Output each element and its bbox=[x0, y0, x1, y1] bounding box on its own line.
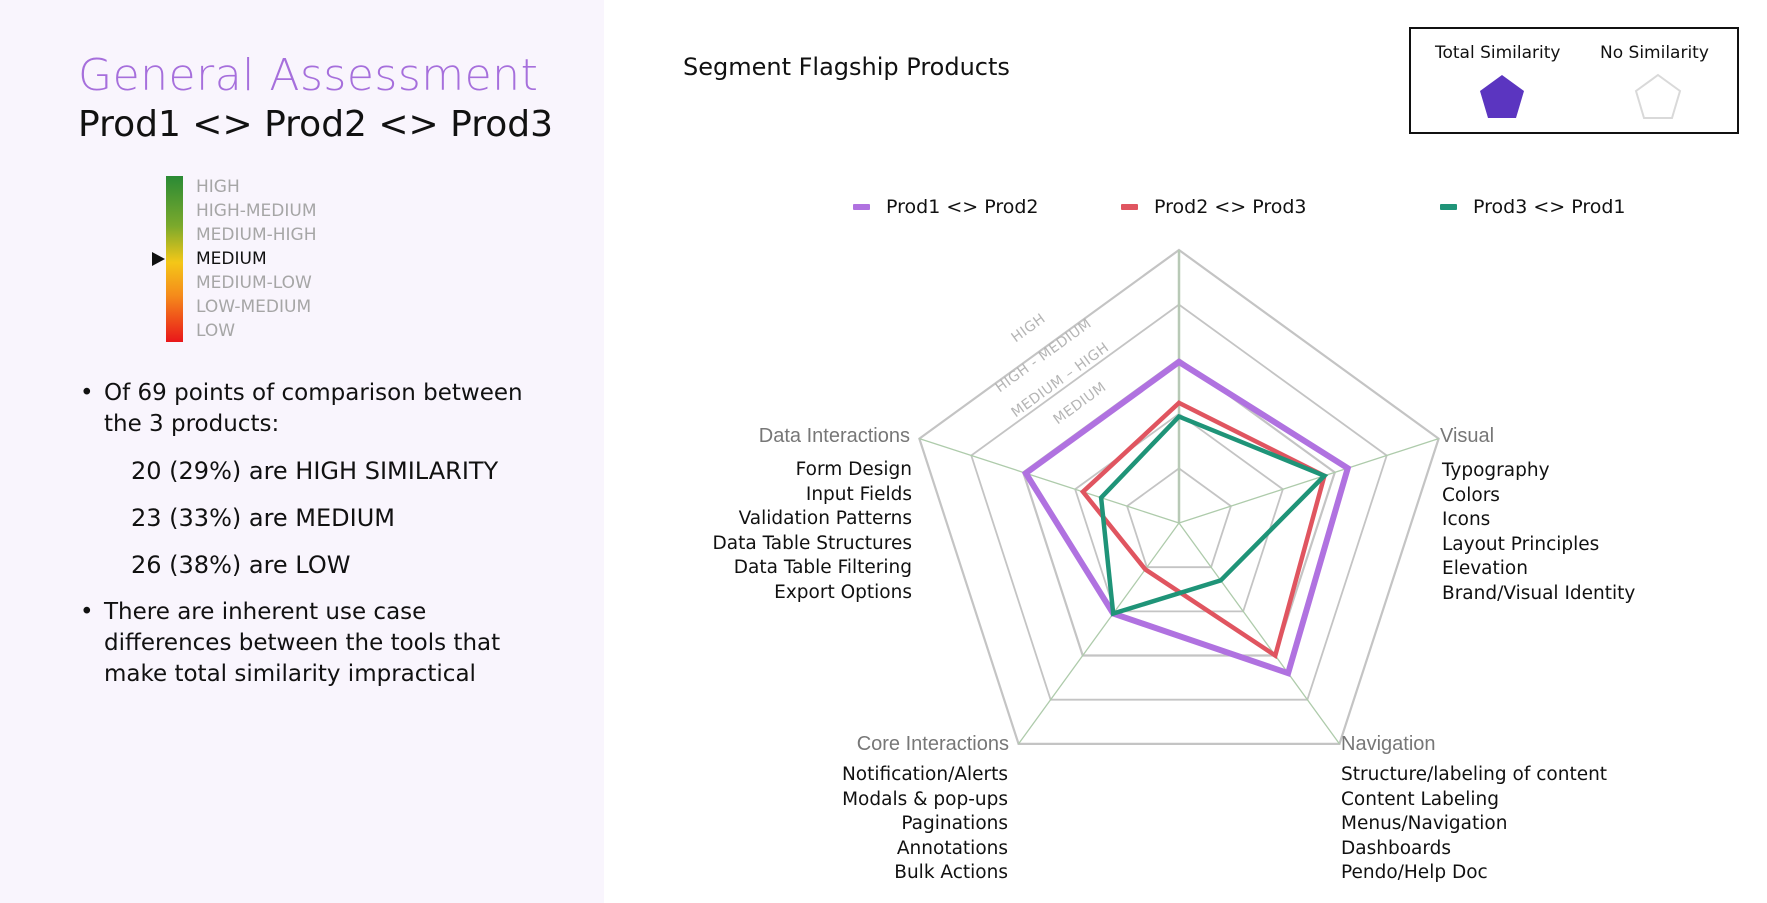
total-similarity-pentagon-icon bbox=[1480, 75, 1524, 118]
axis-item: Typography bbox=[1442, 460, 1550, 481]
scale-pointer-icon bbox=[152, 252, 165, 266]
no-similarity-label: No Similarity bbox=[1600, 43, 1709, 63]
radar-spoke bbox=[1178, 438, 1439, 524]
summary-bullet: • Of 69 points of comparison between the… bbox=[80, 378, 550, 440]
bullet-icon: • bbox=[80, 599, 94, 625]
axis-item: Icons bbox=[1442, 509, 1491, 530]
legend-label: Prod2 <> Prod3 bbox=[1154, 196, 1307, 218]
legend-item-prod3-prod1[interactable]: Prod3 <> Prod1 bbox=[1440, 196, 1626, 218]
bullet-text: There are inherent use case differences … bbox=[104, 599, 501, 687]
axis-item: Menus/Navigation bbox=[1341, 813, 1508, 834]
legend-label: Prod1 <> Prod2 bbox=[886, 196, 1039, 218]
axis-item: Layout Principles bbox=[1442, 533, 1600, 555]
legend-label: Prod3 <> Prod1 bbox=[1473, 196, 1626, 218]
axis-item: Data Table Structures bbox=[712, 532, 912, 554]
summary-list: • Of 69 points of comparison between the… bbox=[80, 378, 550, 690]
bullet-icon: • bbox=[80, 380, 94, 406]
legend-swatch bbox=[853, 204, 870, 210]
axis-item: Dashboards bbox=[1341, 837, 1452, 859]
stat-high: 20 (29%) are HIGH SIMILARITY bbox=[131, 457, 499, 485]
legend-swatch bbox=[1440, 204, 1457, 210]
axis-item: Form Design bbox=[795, 459, 912, 480]
axis-item: Colors bbox=[1442, 484, 1500, 506]
axis-item: Input Fields bbox=[805, 483, 912, 505]
axis-item: Notification/Alerts bbox=[841, 764, 1008, 785]
radar-ring bbox=[918, 248, 1440, 745]
axis-title-data-interactions: Data Interactions bbox=[758, 425, 910, 447]
radar-series-2[interactable] bbox=[1098, 413, 1329, 617]
axis-item: Modals & pop-ups bbox=[842, 788, 1008, 810]
scale-level: HIGH bbox=[196, 177, 240, 197]
axis-items-data-interactions: Form Design Input Fields Validation Patt… bbox=[713, 458, 912, 605]
scale-level: LOW bbox=[196, 321, 236, 341]
axis-item: Pendo/Help Doc bbox=[1341, 862, 1488, 883]
radar-spoke bbox=[919, 438, 1180, 524]
chart-legend: Prod1 <> Prod2 Prod2 <> Prod3 Prod3 <> P… bbox=[0, 196, 1767, 220]
axis-title-core-interactions: Core Interactions bbox=[856, 733, 1009, 755]
axis-item: Annotations bbox=[896, 837, 1008, 859]
axis-items-visual: Typography Colors Icons Layout Principle… bbox=[1442, 459, 1635, 606]
axis-item: Structure/labeling of content bbox=[1341, 764, 1608, 785]
scale-level: MEDIUM-LOW bbox=[196, 273, 312, 293]
stat-medium: 23 (33%) are MEDIUM bbox=[131, 504, 396, 532]
scale-gradient-bar bbox=[166, 176, 183, 342]
bullet-text: Of 69 points of comparison between the 3… bbox=[104, 380, 523, 437]
radar-spoke bbox=[1018, 522, 1180, 745]
axis-item: Content Labeling bbox=[1341, 788, 1499, 810]
stat-low: 26 (38%) are LOW bbox=[131, 551, 351, 579]
axis-item: Export Options bbox=[774, 581, 912, 603]
axis-title-navigation: Navigation bbox=[1341, 733, 1436, 755]
axis-items-core-interactions: Notification/Alerts Modals & pop-ups Pag… bbox=[842, 763, 1008, 886]
axis-item: Bulk Actions bbox=[894, 862, 1008, 883]
scale-level: HIGH-MEDIUM bbox=[196, 201, 317, 221]
legend-item-prod1-prod2[interactable]: Prod1 <> Prod2 bbox=[853, 196, 1039, 218]
page-subtitle: Prod1 <> Prod2 <> Prod3 bbox=[78, 104, 554, 145]
radar-ring bbox=[1074, 412, 1284, 613]
no-similarity-pentagon-icon bbox=[1634, 73, 1682, 119]
scale-level: MEDIUM-HIGH bbox=[196, 225, 317, 245]
radar-ring bbox=[1126, 467, 1232, 569]
total-similarity-label: Total Similarity bbox=[1435, 43, 1561, 63]
legend-item-prod2-prod3[interactable]: Prod2 <> Prod3 bbox=[1121, 196, 1307, 218]
page-title: General Assessment bbox=[78, 50, 539, 101]
legend-swatch bbox=[1121, 204, 1138, 210]
scale-level: LOW-MEDIUM bbox=[196, 297, 312, 317]
radar-series-0[interactable] bbox=[1021, 358, 1352, 678]
chart-title: Segment Flagship Products bbox=[683, 53, 1010, 81]
radar-ring bbox=[970, 303, 1388, 701]
axis-item: Elevation bbox=[1442, 558, 1528, 579]
axis-item: Validation Patterns bbox=[738, 508, 912, 529]
summary-bullet: • There are inherent use case difference… bbox=[80, 597, 550, 690]
left-panel: General Assessment Prod1 <> Prod2 <> Pro… bbox=[0, 0, 604, 903]
axis-item: Brand/Visual Identity bbox=[1442, 582, 1636, 604]
scale-level-active: MEDIUM bbox=[196, 249, 267, 269]
axis-item: Paginations bbox=[901, 813, 1008, 834]
radar-spoke bbox=[1178, 522, 1340, 745]
axis-item: Data Table Filtering bbox=[733, 557, 912, 578]
axis-title-visual: Visual bbox=[1440, 425, 1495, 447]
axis-items-navigation: Structure/labeling of content Content La… bbox=[1341, 763, 1607, 886]
similarity-key: Total Similarity No Similarity bbox=[1409, 27, 1739, 134]
